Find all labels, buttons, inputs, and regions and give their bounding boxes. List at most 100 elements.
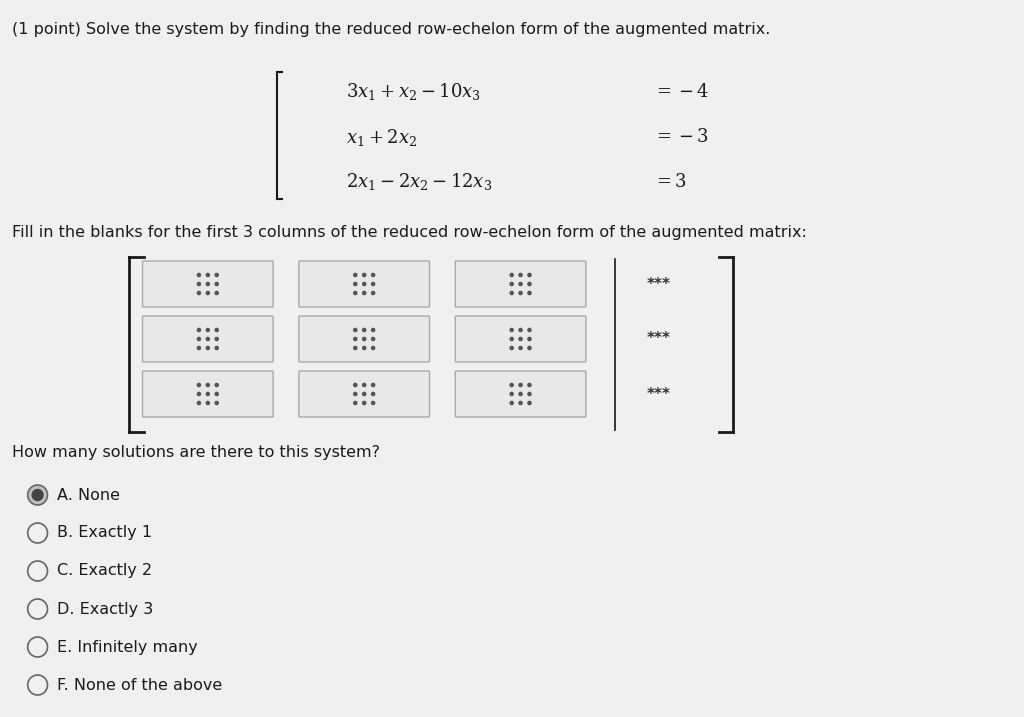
Circle shape <box>206 273 210 277</box>
Text: $2x_1 - 2x_2 - 12x_3$: $2x_1 - 2x_2 - 12x_3$ <box>346 171 493 192</box>
Circle shape <box>198 282 201 285</box>
Circle shape <box>510 282 513 285</box>
Circle shape <box>372 402 375 404</box>
Circle shape <box>510 328 513 331</box>
Circle shape <box>519 282 522 285</box>
Circle shape <box>206 328 210 331</box>
Circle shape <box>528 291 531 295</box>
Circle shape <box>362 273 366 277</box>
FancyBboxPatch shape <box>456 261 586 307</box>
Text: ***: *** <box>647 386 671 402</box>
Text: A. None: A. None <box>57 488 121 503</box>
Circle shape <box>198 384 201 386</box>
Circle shape <box>353 346 357 350</box>
Circle shape <box>198 346 201 350</box>
Circle shape <box>353 273 357 277</box>
Text: $= 3$: $= 3$ <box>653 173 687 191</box>
FancyBboxPatch shape <box>142 316 273 362</box>
Circle shape <box>362 402 366 404</box>
Circle shape <box>519 346 522 350</box>
Circle shape <box>206 384 210 386</box>
Circle shape <box>215 282 218 285</box>
Circle shape <box>528 273 531 277</box>
FancyBboxPatch shape <box>456 316 586 362</box>
Circle shape <box>372 384 375 386</box>
Circle shape <box>519 392 522 396</box>
Circle shape <box>353 384 357 386</box>
Text: ***: *** <box>647 277 671 292</box>
FancyBboxPatch shape <box>299 261 429 307</box>
Circle shape <box>362 291 366 295</box>
Text: $= -4$: $= -4$ <box>653 83 710 101</box>
Circle shape <box>528 328 531 331</box>
Circle shape <box>372 291 375 295</box>
Text: B. Exactly 1: B. Exactly 1 <box>57 526 153 541</box>
Circle shape <box>510 291 513 295</box>
Circle shape <box>519 402 522 404</box>
Circle shape <box>215 402 218 404</box>
Circle shape <box>528 282 531 285</box>
FancyBboxPatch shape <box>299 316 429 362</box>
Circle shape <box>206 402 210 404</box>
Circle shape <box>215 328 218 331</box>
Text: Fill in the blanks for the first 3 columns of the reduced row-echelon form of th: Fill in the blanks for the first 3 colum… <box>12 225 807 240</box>
Circle shape <box>510 384 513 386</box>
Circle shape <box>519 338 522 341</box>
Circle shape <box>28 485 47 505</box>
Circle shape <box>510 346 513 350</box>
Circle shape <box>372 338 375 341</box>
Circle shape <box>372 328 375 331</box>
Text: $= -3$: $= -3$ <box>653 128 710 146</box>
Circle shape <box>519 273 522 277</box>
Text: F. None of the above: F. None of the above <box>57 678 222 693</box>
Circle shape <box>510 273 513 277</box>
Circle shape <box>510 338 513 341</box>
Text: D. Exactly 3: D. Exactly 3 <box>57 602 154 617</box>
Circle shape <box>372 346 375 350</box>
Circle shape <box>198 392 201 396</box>
FancyBboxPatch shape <box>142 371 273 417</box>
FancyBboxPatch shape <box>456 371 586 417</box>
Circle shape <box>362 384 366 386</box>
FancyBboxPatch shape <box>299 371 429 417</box>
Circle shape <box>372 273 375 277</box>
Circle shape <box>198 338 201 341</box>
Circle shape <box>206 338 210 341</box>
Circle shape <box>372 282 375 285</box>
Text: C. Exactly 2: C. Exactly 2 <box>57 564 153 579</box>
Circle shape <box>528 392 531 396</box>
Text: How many solutions are there to this system?: How many solutions are there to this sys… <box>12 445 380 460</box>
Circle shape <box>353 328 357 331</box>
Circle shape <box>215 392 218 396</box>
Circle shape <box>32 490 43 500</box>
Circle shape <box>353 392 357 396</box>
Text: $3x_1 + x_2 - 10x_3$: $3x_1 + x_2 - 10x_3$ <box>346 82 481 103</box>
Circle shape <box>206 346 210 350</box>
Circle shape <box>362 328 366 331</box>
Circle shape <box>362 346 366 350</box>
Circle shape <box>198 328 201 331</box>
Circle shape <box>519 328 522 331</box>
Circle shape <box>510 392 513 396</box>
Circle shape <box>362 392 366 396</box>
Circle shape <box>528 346 531 350</box>
Circle shape <box>353 291 357 295</box>
Circle shape <box>353 402 357 404</box>
Text: ***: *** <box>647 331 671 346</box>
Circle shape <box>198 273 201 277</box>
Circle shape <box>206 392 210 396</box>
Circle shape <box>528 402 531 404</box>
Circle shape <box>353 282 357 285</box>
Circle shape <box>528 338 531 341</box>
Circle shape <box>519 384 522 386</box>
Circle shape <box>519 291 522 295</box>
Text: E. Infinitely many: E. Infinitely many <box>57 640 199 655</box>
Text: (1 point) Solve the system by finding the reduced row-echelon form of the augmen: (1 point) Solve the system by finding th… <box>12 22 770 37</box>
Circle shape <box>528 384 531 386</box>
Circle shape <box>353 338 357 341</box>
Circle shape <box>215 338 218 341</box>
Circle shape <box>198 291 201 295</box>
Circle shape <box>215 384 218 386</box>
Circle shape <box>198 402 201 404</box>
FancyBboxPatch shape <box>142 261 273 307</box>
